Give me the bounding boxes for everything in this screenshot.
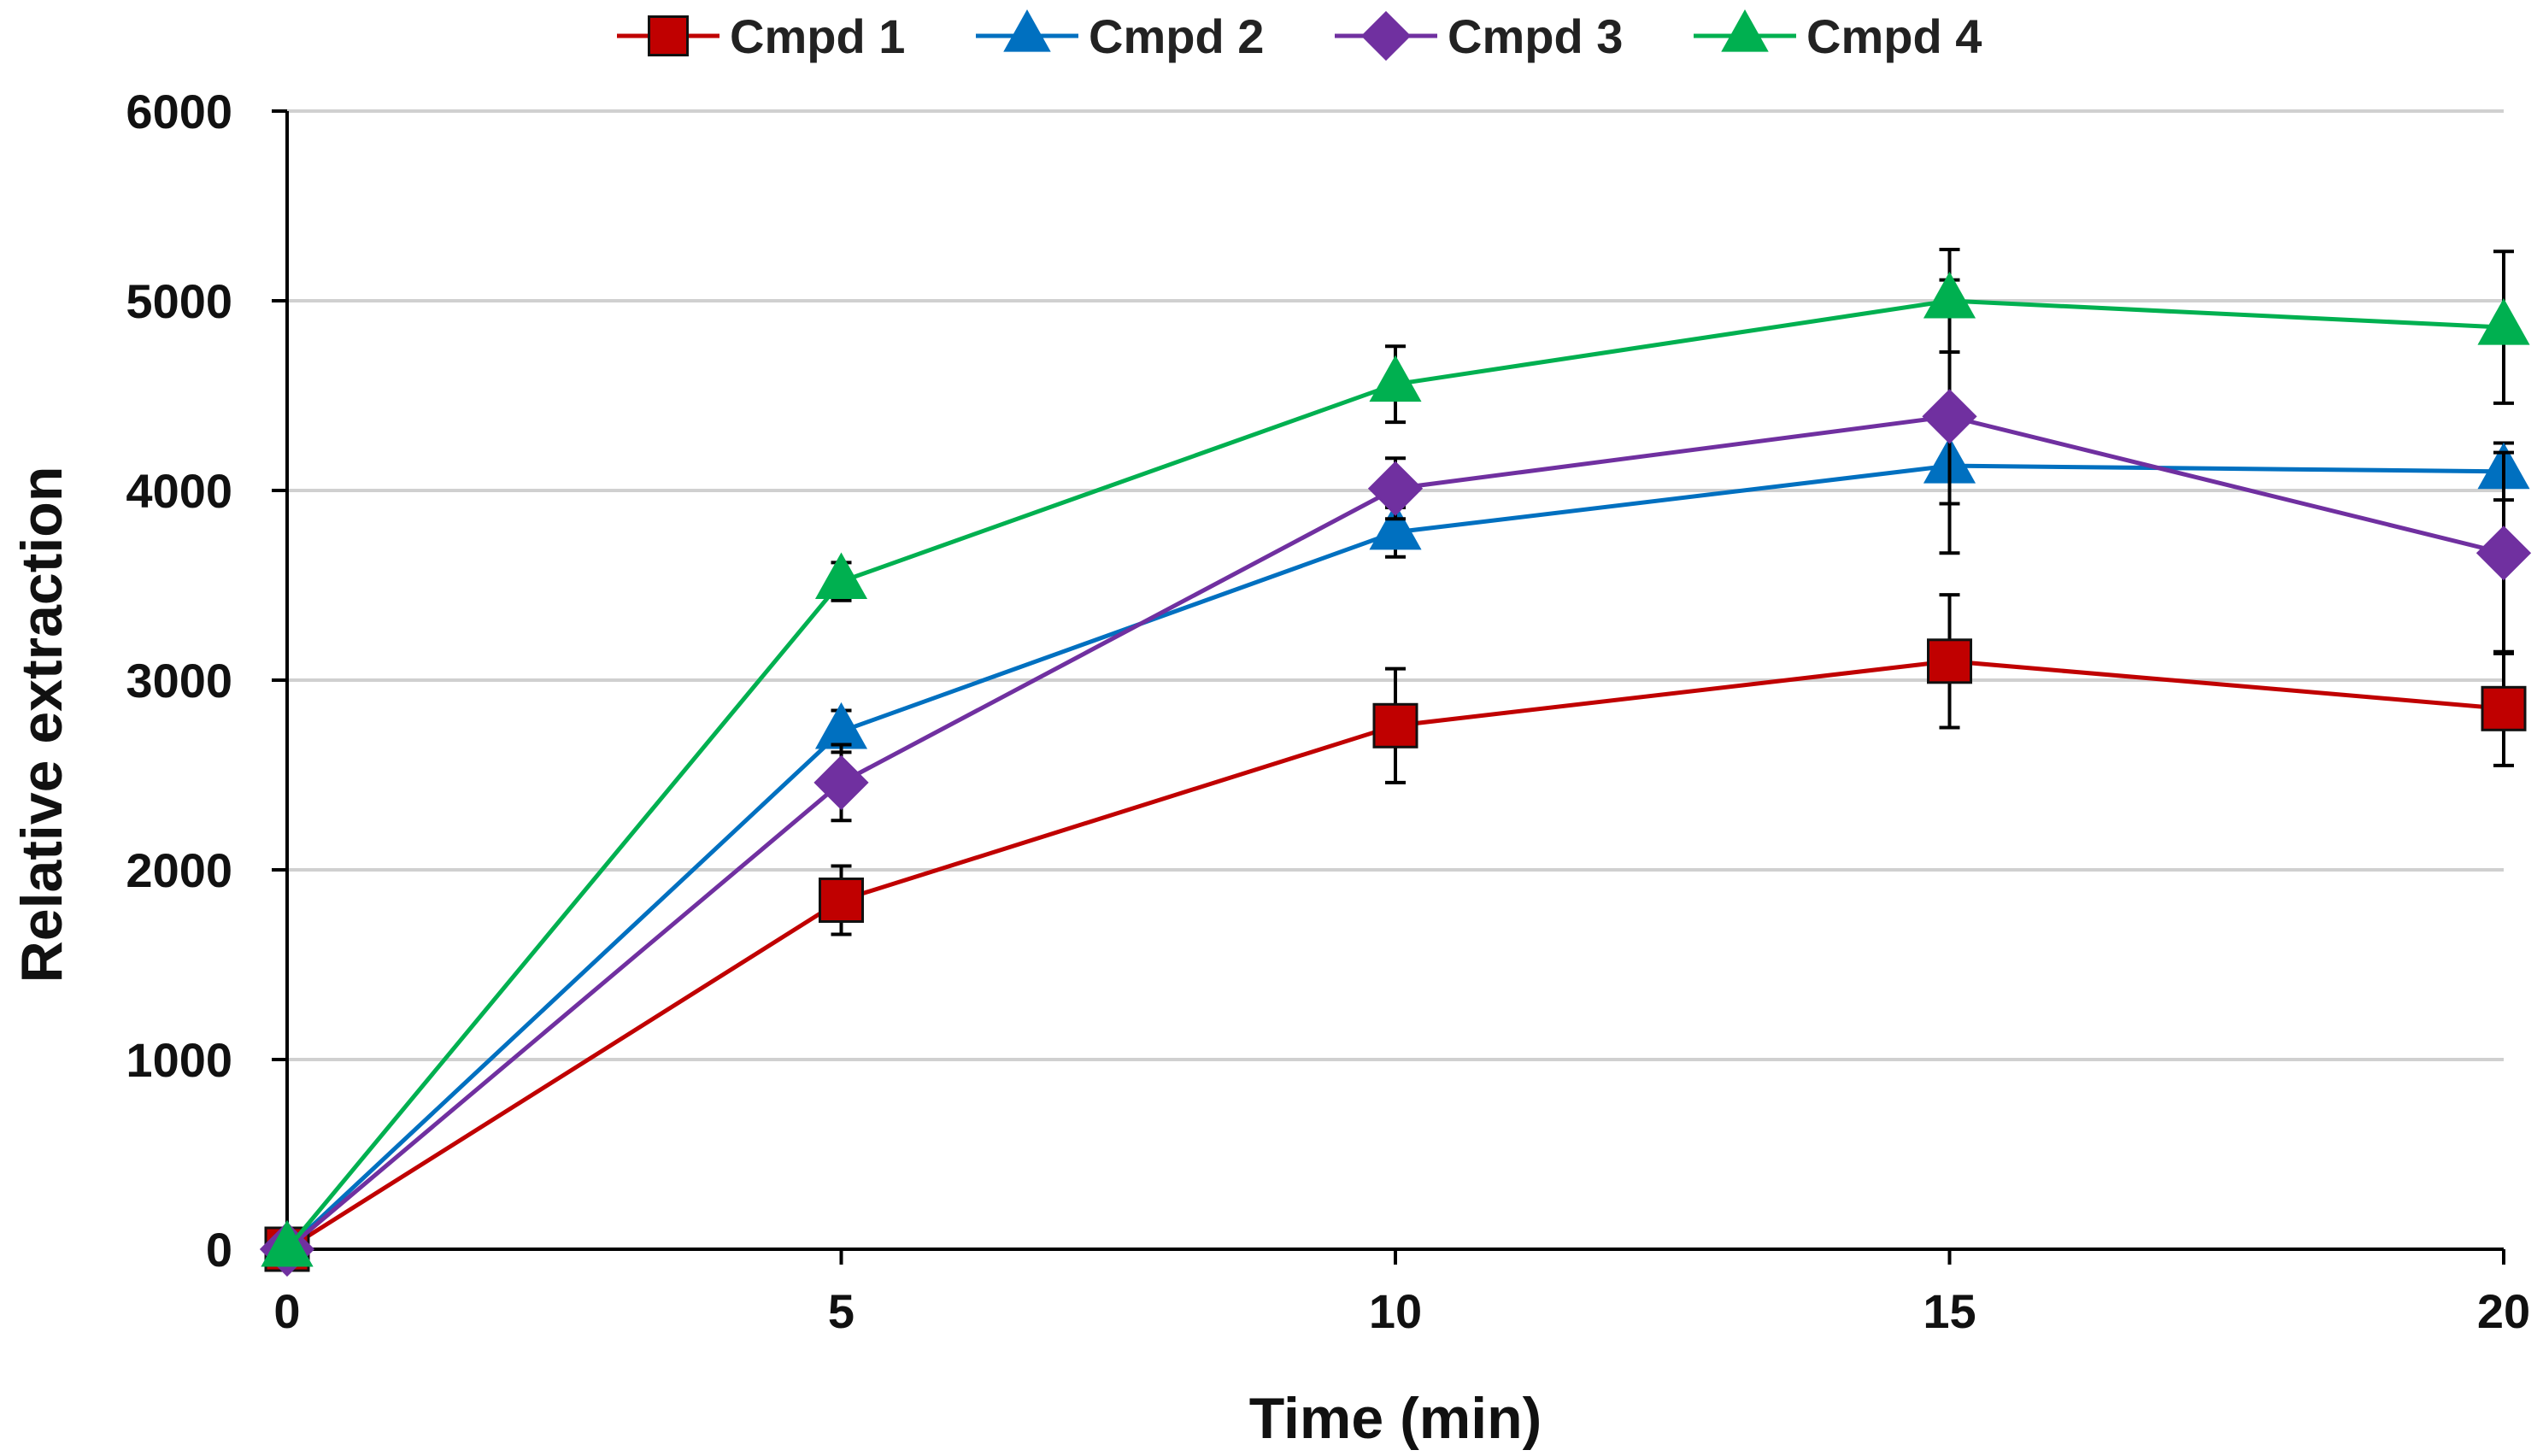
legend-marker: [648, 15, 689, 56]
data-point: [1372, 702, 1418, 749]
data-point: [2475, 525, 2532, 581]
y-tick-label: 2000: [126, 843, 232, 897]
x-tick-label: 10: [1369, 1284, 1422, 1338]
series-cmpd-1: [264, 593, 2527, 1272]
tick-labels: 0 1000 2000 3000 4000 5000 6000 0 5 10 15 20: [126, 85, 2530, 1338]
data-point: [814, 552, 868, 600]
data-point: [1369, 355, 1422, 402]
data-point: [1922, 389, 1977, 444]
data-point: [1369, 502, 1422, 550]
x-axis-title: Time (min): [1249, 1386, 1542, 1451]
y-tick-label: 6000: [126, 85, 232, 138]
legend-label: Cmpd 4: [1806, 9, 1982, 63]
legend-label: Cmpd 3: [1448, 9, 1623, 63]
legend-label: Cmpd 2: [1089, 9, 1264, 63]
y-tick-label: 1000: [126, 1033, 232, 1087]
data-point: [1923, 271, 1976, 319]
y-axis-title: Relative extraction: [9, 467, 74, 983]
data-point: [261, 1219, 314, 1267]
series-cmpd-4: [261, 248, 2530, 1267]
x-tick-label: 15: [1923, 1284, 1976, 1338]
x-tick-label: 20: [2477, 1284, 2530, 1338]
x-tick-label: 0: [273, 1284, 300, 1338]
y-tick-label: 5000: [126, 274, 232, 328]
x-tick-label: 5: [828, 1284, 855, 1338]
legend: Cmpd 1 Cmpd 2 Cmpd 3 Cmpd 4: [617, 9, 1982, 63]
series-cmpd-3: [259, 278, 2532, 1277]
data-point: [2477, 298, 2530, 345]
data-point: [2481, 685, 2527, 731]
legend-marker: [1721, 9, 1769, 52]
data-point: [1927, 638, 1972, 684]
legend-marker: [1360, 10, 1412, 62]
y-tick-label: 4000: [126, 464, 232, 518]
data-point: [1367, 461, 1424, 516]
series-cmpd-2: [261, 426, 2530, 1267]
y-tick-label: 0: [206, 1223, 232, 1277]
legend-marker: [1003, 9, 1051, 52]
y-tick-label: 3000: [126, 654, 232, 707]
series-line: [285, 463, 2505, 1251]
legend-item-cmpd-1: Cmpd 1: [617, 9, 905, 63]
legend-item-cmpd-3: Cmpd 3: [1335, 9, 1623, 63]
legend-label: Cmpd 1: [730, 9, 905, 63]
data-point: [813, 754, 869, 811]
data-point: [819, 878, 864, 924]
legend-item-cmpd-4: Cmpd 4: [1694, 9, 1982, 63]
axes: [272, 109, 2505, 1265]
legend-item-cmpd-2: Cmpd 2: [976, 9, 1264, 63]
gridlines: [287, 109, 2504, 1061]
series-group: [259, 248, 2532, 1277]
